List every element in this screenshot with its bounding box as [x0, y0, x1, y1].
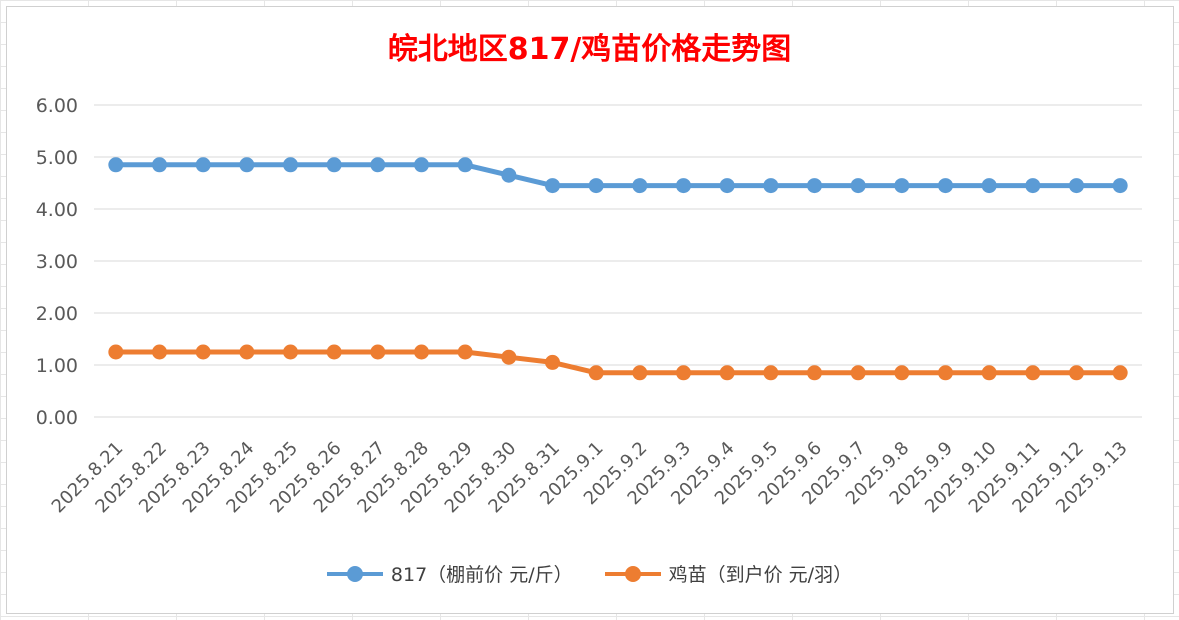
y-tick-label: 0.00: [36, 407, 78, 429]
data-point: [894, 178, 910, 194]
data-point: [195, 344, 211, 360]
data-point: [676, 365, 691, 381]
data-point: [457, 157, 473, 173]
legend-item-817: 817（棚前价 元/斤）: [326, 560, 573, 587]
data-point: [588, 365, 604, 381]
data-point: [326, 157, 342, 173]
data-point: [283, 157, 298, 173]
data-point: [981, 178, 997, 194]
data-point: [370, 344, 386, 360]
legend-label-chick: 鸡苗（到户价 元/羽）: [668, 564, 853, 586]
data-point: [283, 344, 298, 360]
data-point: [545, 178, 560, 194]
chart-legend: 817（棚前价 元/斤） 鸡苗（到户价 元/羽）: [0, 560, 1179, 587]
data-point: [1069, 178, 1084, 194]
data-point: [239, 157, 255, 173]
data-point: [501, 167, 517, 183]
data-point: [850, 178, 866, 194]
data-point: [108, 157, 124, 173]
data-point: [239, 344, 255, 360]
data-point: [414, 157, 429, 173]
y-tick-label: 4.00: [36, 199, 78, 221]
data-point: [719, 178, 735, 194]
data-point: [545, 354, 560, 370]
data-point: [938, 365, 953, 381]
data-point: [632, 365, 648, 381]
data-point: [719, 365, 735, 381]
chart-area[interactable]: [6, 6, 1174, 614]
chart-title: 皖北地区817/鸡苗价格走势图: [387, 32, 792, 67]
y-tick-label: 5.00: [36, 147, 78, 169]
y-tick-label: 2.00: [36, 303, 78, 325]
data-point: [414, 344, 429, 360]
data-point: [632, 178, 648, 194]
legend-swatch-817: [326, 565, 383, 582]
data-point: [195, 157, 211, 173]
data-point: [1112, 178, 1128, 194]
data-point: [807, 178, 822, 194]
data-point: [981, 365, 997, 381]
data-point: [938, 178, 953, 194]
data-point: [763, 178, 779, 194]
data-point: [807, 365, 822, 381]
y-tick-label: 3.00: [36, 251, 78, 273]
data-point: [108, 344, 124, 360]
data-point: [676, 178, 691, 194]
data-point: [1112, 365, 1128, 381]
data-point: [1025, 178, 1041, 194]
legend-item-chick: 鸡苗（到户价 元/羽）: [604, 560, 853, 587]
series-line-0: [113, 162, 1123, 189]
legend-swatch-chick: [604, 565, 661, 582]
y-tick-label: 1.00: [36, 355, 78, 377]
series-line-1: [113, 349, 1123, 376]
data-point: [1025, 365, 1041, 381]
data-point: [894, 365, 910, 381]
data-point: [501, 349, 517, 365]
data-point: [588, 178, 604, 194]
data-point: [370, 157, 386, 173]
y-tick-label: 6.00: [36, 95, 78, 117]
data-point: [152, 344, 167, 360]
legend-label-817: 817（棚前价 元/斤）: [390, 564, 573, 586]
data-point: [326, 344, 342, 360]
data-point: [763, 365, 779, 381]
data-point: [850, 365, 866, 381]
data-point: [1069, 365, 1084, 381]
data-point: [152, 157, 167, 173]
data-point: [457, 344, 473, 360]
